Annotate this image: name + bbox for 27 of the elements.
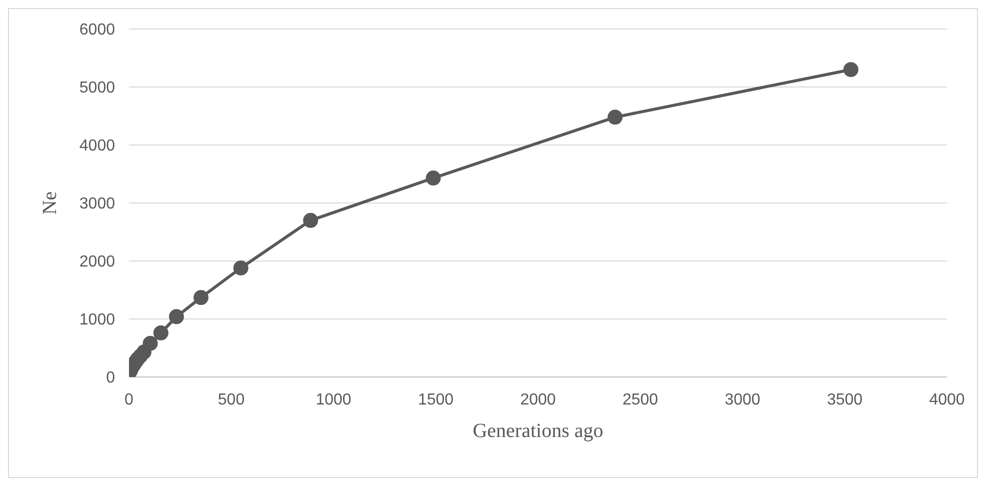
- point: [193, 290, 208, 306]
- x-tick-label: 0: [124, 391, 134, 408]
- point: [608, 110, 623, 125]
- y-tick-label: 3000: [79, 196, 116, 213]
- x-tick-label: 2500: [622, 391, 658, 408]
- x-tick-label: 3500: [826, 391, 863, 408]
- point: [843, 62, 858, 78]
- point: [426, 170, 441, 186]
- point: [233, 260, 248, 276]
- y-tick-label: 6000: [79, 22, 116, 39]
- x-tick-label: 1500: [418, 391, 454, 408]
- x-axis-title: Generations ago: [472, 420, 604, 442]
- point: [168, 309, 184, 324]
- x-tick-label: 4000: [929, 391, 965, 408]
- x-tick-label: 3000: [724, 391, 760, 408]
- y-axis-title: Ne: [39, 191, 62, 215]
- x-tick-label: 1000: [316, 391, 352, 408]
- y-tick-label: 1000: [79, 312, 116, 329]
- y-tick-label: 0: [106, 370, 116, 387]
- point: [142, 336, 158, 351]
- y-tick-label: 2000: [79, 254, 116, 271]
- point: [153, 325, 168, 340]
- x-tick-label: 500: [218, 391, 245, 408]
- x-tick-label: 2000: [520, 391, 556, 408]
- y-tick-label: 5000: [79, 80, 116, 97]
- y-tick-label: 4000: [79, 138, 116, 155]
- point: [303, 212, 318, 228]
